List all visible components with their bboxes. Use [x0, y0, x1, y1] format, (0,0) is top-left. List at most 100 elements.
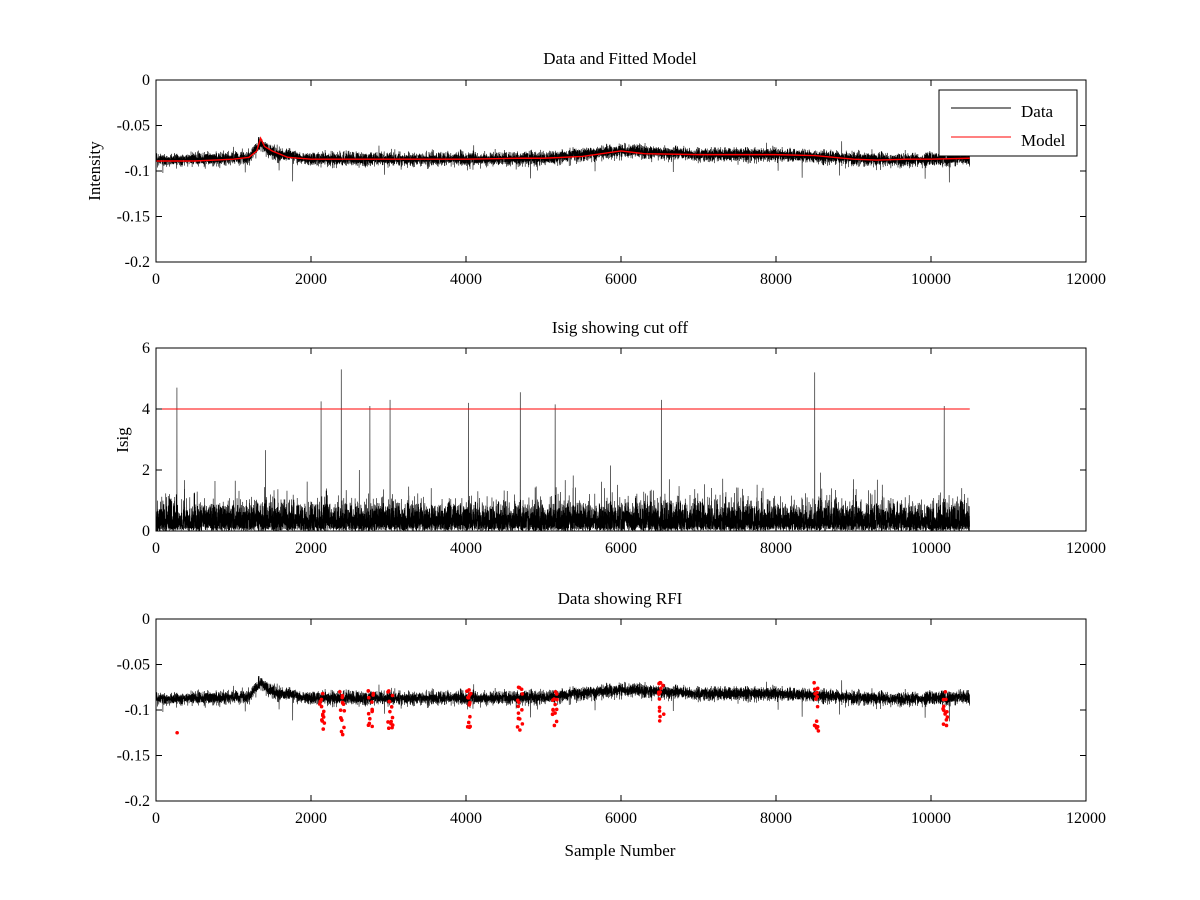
y-tick-label: 4 — [142, 401, 150, 418]
plot-frame — [155, 347, 1087, 532]
rfi-point — [386, 726, 391, 730]
series-line-model — [156, 136, 970, 162]
rfi-point — [339, 729, 344, 734]
rfi-point — [389, 705, 394, 709]
rfi-point — [175, 730, 179, 735]
y-tick-label: -0.2 — [125, 793, 150, 810]
plot-frame — [155, 618, 1087, 802]
rfi-point — [657, 705, 662, 710]
rfi-point — [386, 720, 390, 724]
rfi-point — [466, 720, 471, 725]
rfi-cluster — [812, 680, 821, 733]
rfi-point — [388, 709, 392, 714]
rfi-point — [467, 688, 471, 692]
rfi-point — [466, 696, 471, 700]
rfi-cluster — [337, 690, 347, 737]
rfi-point — [945, 715, 950, 719]
y-tick-label: -0.05 — [117, 657, 150, 674]
chart-title: Isig showing cut off — [552, 318, 688, 337]
x-tick-label: 8000 — [760, 540, 792, 557]
x-tick-label: 12000 — [1066, 810, 1106, 827]
rfi-cluster — [656, 680, 666, 723]
x-tick-label: 8000 — [760, 271, 792, 288]
rfi-point — [941, 704, 946, 709]
rfi-point — [387, 699, 391, 704]
rfi-point — [657, 697, 662, 701]
rfi-point — [515, 725, 520, 729]
plot-marks — [155, 369, 970, 532]
x-tick-label: 12000 — [1066, 271, 1106, 288]
rfi-point — [815, 686, 820, 691]
plot-marks — [155, 675, 970, 737]
x-tick-label: 10000 — [911, 271, 951, 288]
rfi-point — [366, 689, 371, 693]
x-tick-label: 6000 — [605, 271, 637, 288]
x-tick-label: 0 — [152, 810, 160, 827]
rfi-point — [340, 718, 344, 722]
rfi-point — [367, 695, 371, 700]
rfi-point — [656, 690, 661, 695]
rfi-point — [941, 722, 946, 726]
rfi-cluster — [941, 690, 950, 728]
rfi-point — [516, 711, 521, 715]
rfi-point — [370, 708, 375, 713]
rfi-point — [516, 716, 521, 721]
rfi-cluster — [386, 689, 395, 730]
rfi-point — [518, 728, 522, 732]
rfi-point — [320, 719, 324, 723]
rfi-point — [943, 712, 947, 716]
rfi-point — [368, 716, 372, 721]
rfi-point — [661, 712, 666, 716]
rfi-point — [551, 707, 555, 712]
plot-marks — [155, 136, 970, 183]
y-tick-label: 0 — [142, 611, 150, 628]
rfi-point — [812, 723, 817, 728]
rfi-point — [390, 693, 395, 698]
rfi-cluster — [318, 691, 327, 731]
rfi-point — [371, 691, 376, 696]
rfi-point — [321, 727, 326, 731]
rfi-point — [340, 695, 345, 700]
rfi-cluster — [550, 690, 559, 728]
rfi-point — [657, 709, 662, 713]
rfi-point — [815, 724, 820, 729]
rfi-point — [554, 707, 559, 712]
rfi-cluster — [175, 730, 179, 735]
rfi-point — [941, 708, 946, 712]
legend-box — [938, 89, 1078, 157]
rfi-point — [812, 680, 816, 685]
rfi-point — [370, 724, 375, 729]
y-tick-label: -0.1 — [125, 163, 150, 180]
axis-ticks: 0 2000 4000 6000 8000 10000 12000 0 -0.05 -0.1 -0.… — [117, 611, 1106, 827]
rfi-point — [658, 680, 662, 685]
rfi-point — [943, 690, 948, 694]
y-tick-label: -0.1 — [125, 702, 150, 719]
y-tick-label: -0.2 — [125, 254, 150, 271]
rfi-point — [657, 719, 662, 723]
rfi-point — [520, 722, 525, 726]
y-tick-label: 0 — [142, 72, 150, 89]
y-tick-label: -0.05 — [117, 118, 150, 135]
rfi-point — [520, 708, 524, 712]
y-tick-label: 2 — [142, 462, 150, 479]
y-tick-label: -0.15 — [117, 209, 150, 226]
x-tick-label: 6000 — [605, 540, 637, 557]
series-line-isig — [155, 369, 970, 532]
rfi-point — [318, 702, 322, 706]
rfi-point — [468, 691, 473, 696]
plot-frame — [155, 79, 1087, 263]
y-axis-label: Intensity — [85, 141, 104, 201]
x-tick-label: 4000 — [450, 540, 482, 557]
chart-title: Data and Fitted Model — [543, 49, 697, 68]
rfi-point — [550, 698, 555, 702]
x-tick-label: 8000 — [760, 810, 792, 827]
x-tick-label: 2000 — [295, 540, 327, 557]
legend: Data Model — [938, 89, 1078, 157]
rfi-point — [550, 712, 555, 717]
axis-ticks: 0 2000 4000 6000 8000 10000 12000 0 2 4 6 — [142, 340, 1106, 557]
rfi-point — [337, 690, 342, 694]
rfi-point — [367, 721, 372, 726]
rfi-point — [467, 702, 472, 707]
rfi-point — [659, 686, 663, 691]
